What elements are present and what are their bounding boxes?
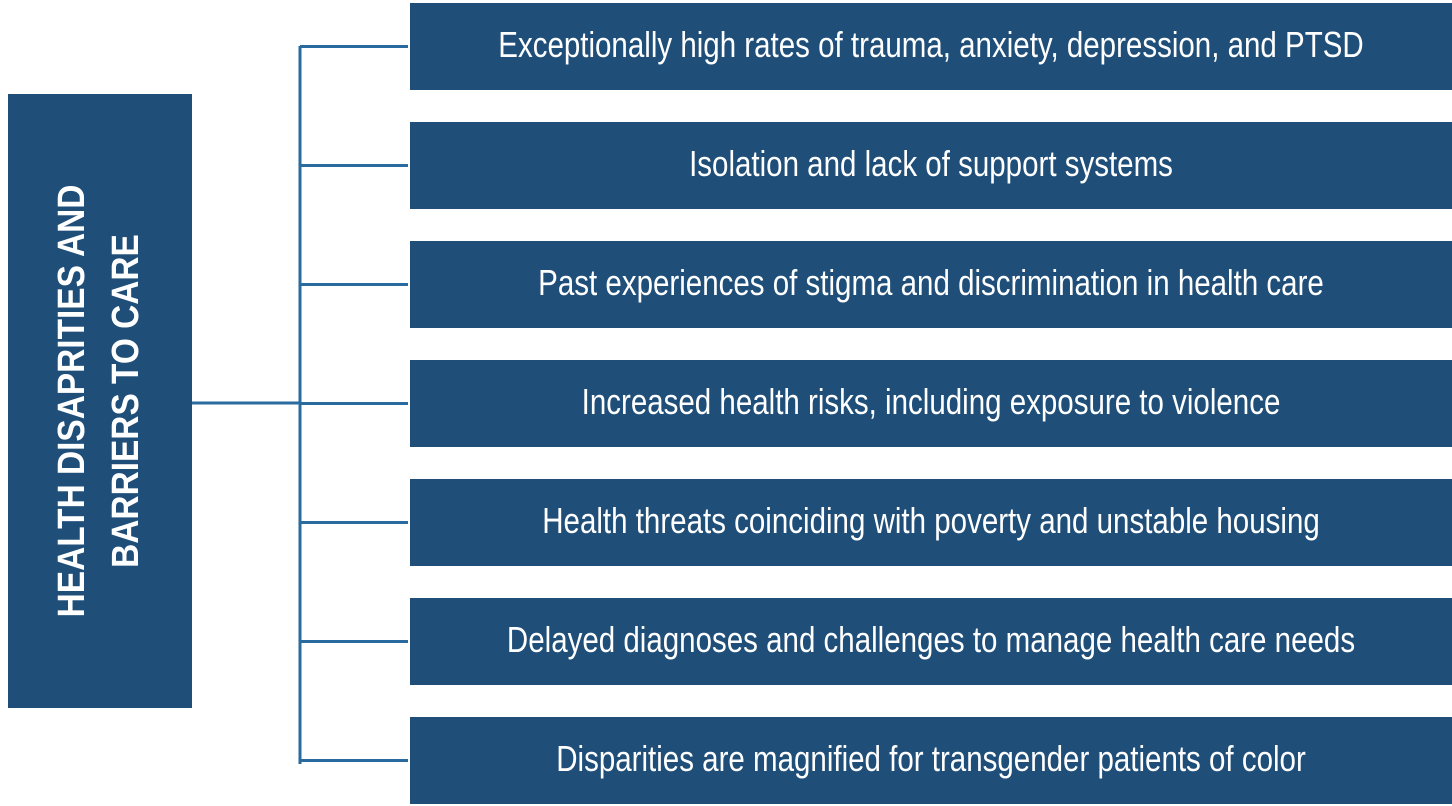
title-box (8, 94, 192, 708)
item-box (410, 122, 1452, 209)
title-group: HEALTH DISAPRITIES AND BARRIERS TO CARE (50, 185, 146, 618)
item-box (410, 3, 1452, 90)
item-box (410, 717, 1452, 804)
title-line: HEALTH DISAPRITIES AND (50, 185, 92, 618)
item-text: Past experiences of stigma and discrimin… (538, 262, 1324, 302)
title-line: BARRIERS TO CARE (104, 234, 146, 568)
item-text: Delayed diagnoses and challenges to mana… (507, 619, 1355, 659)
item-group: Exceptionally high rates of trauma, anxi… (498, 24, 1363, 64)
item-text: Exceptionally high rates of trauma, anxi… (498, 24, 1363, 64)
item-group: Past experiences of stigma and discrimin… (538, 262, 1324, 302)
item-box (410, 360, 1452, 447)
item-group: Increased health risks, including exposu… (582, 381, 1281, 421)
item-text: Health threats coinciding with poverty a… (542, 500, 1320, 540)
item-box (410, 241, 1452, 328)
item-group: Isolation and lack of support systems (689, 143, 1173, 183)
item-box (410, 598, 1452, 685)
item-text: Disparities are magnified for transgende… (556, 738, 1306, 778)
item-group: Delayed diagnoses and challenges to mana… (507, 619, 1355, 659)
item-group: Disparities are magnified for transgende… (556, 738, 1306, 778)
item-text: Isolation and lack of support systems (689, 143, 1173, 183)
item-group: Health threats coinciding with poverty a… (542, 500, 1320, 540)
item-text: Increased health risks, including exposu… (582, 381, 1281, 421)
item-box (410, 479, 1452, 566)
